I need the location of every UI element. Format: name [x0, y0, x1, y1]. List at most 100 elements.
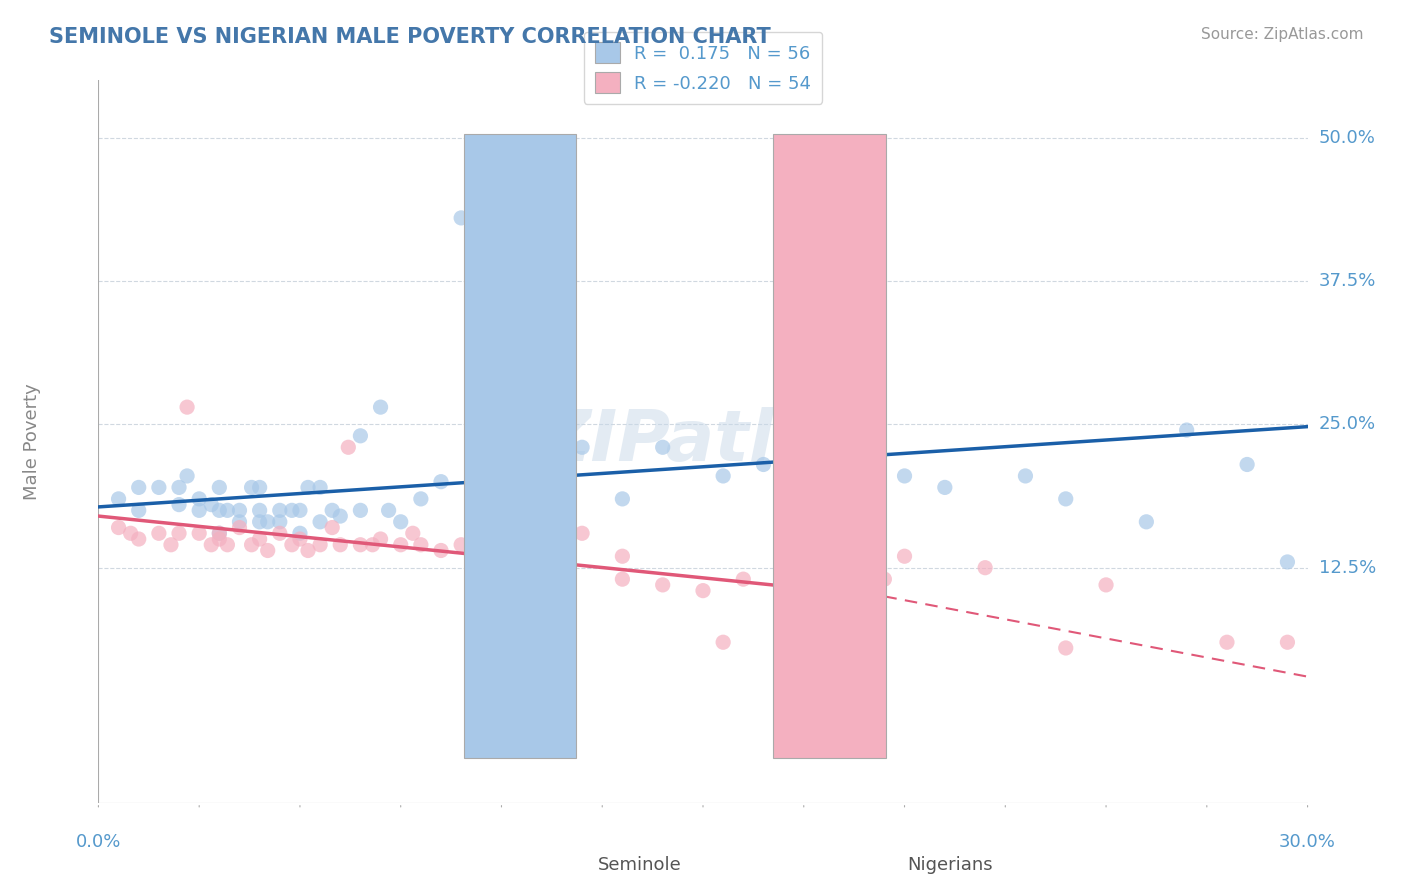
- Point: [208, 526, 231, 541]
- Point: [711, 469, 734, 483]
- Point: [470, 543, 492, 558]
- Point: [409, 491, 432, 506]
- Point: [510, 458, 533, 472]
- Text: 50.0%: 50.0%: [1319, 128, 1375, 146]
- Text: Nigerians: Nigerians: [907, 856, 993, 874]
- Point: [370, 400, 392, 414]
- Point: [148, 526, 170, 541]
- Point: [974, 560, 997, 574]
- Point: [228, 520, 250, 534]
- Point: [269, 503, 291, 517]
- Point: [934, 480, 956, 494]
- Point: [249, 515, 271, 529]
- Point: [1054, 640, 1077, 655]
- Point: [510, 543, 533, 558]
- Point: [1216, 635, 1239, 649]
- Point: [228, 515, 250, 529]
- Text: SEMINOLE VS NIGERIAN MALE POVERTY CORRELATION CHART: SEMINOLE VS NIGERIAN MALE POVERTY CORREL…: [49, 27, 770, 46]
- Point: [873, 572, 896, 586]
- Point: [349, 429, 371, 443]
- Point: [176, 469, 198, 483]
- Point: [188, 491, 211, 506]
- Legend: R =  0.175   N = 56, R = -0.220   N = 54: R = 0.175 N = 56, R = -0.220 N = 54: [583, 31, 823, 103]
- Point: [269, 526, 291, 541]
- Point: [288, 532, 311, 546]
- Point: [1054, 491, 1077, 506]
- Point: [337, 440, 360, 454]
- Text: 0.0%: 0.0%: [76, 833, 121, 851]
- Text: Seminole: Seminole: [598, 856, 682, 874]
- Point: [329, 538, 352, 552]
- Point: [208, 526, 231, 541]
- Point: [176, 400, 198, 414]
- Point: [256, 515, 278, 529]
- Point: [188, 526, 211, 541]
- Point: [188, 503, 211, 517]
- Point: [228, 503, 250, 517]
- Point: [107, 520, 129, 534]
- Point: [128, 532, 150, 546]
- Point: [651, 578, 673, 592]
- Point: [853, 640, 876, 655]
- Point: [1277, 555, 1299, 569]
- Point: [450, 538, 472, 552]
- Point: [1236, 458, 1258, 472]
- Point: [321, 520, 343, 534]
- Text: 30.0%: 30.0%: [1279, 833, 1336, 851]
- Point: [793, 583, 815, 598]
- Point: [692, 583, 714, 598]
- Point: [893, 549, 915, 564]
- Point: [217, 538, 239, 552]
- Point: [430, 543, 453, 558]
- Point: [281, 538, 304, 552]
- Point: [160, 538, 183, 552]
- Text: 37.5%: 37.5%: [1319, 272, 1376, 290]
- Point: [612, 549, 634, 564]
- Point: [402, 526, 425, 541]
- Point: [297, 480, 319, 494]
- Point: [240, 480, 263, 494]
- Point: [1135, 515, 1157, 529]
- Point: [200, 498, 222, 512]
- Point: [711, 635, 734, 649]
- Point: [200, 538, 222, 552]
- Point: [288, 526, 311, 541]
- Point: [107, 491, 129, 506]
- Text: Source: ZipAtlas.com: Source: ZipAtlas.com: [1201, 27, 1364, 42]
- Point: [1175, 423, 1198, 437]
- Point: [208, 532, 231, 546]
- Point: [167, 480, 190, 494]
- Point: [128, 503, 150, 517]
- Point: [208, 503, 231, 517]
- Point: [651, 440, 673, 454]
- Point: [551, 538, 574, 552]
- Point: [733, 572, 755, 586]
- Point: [571, 526, 593, 541]
- Point: [409, 538, 432, 552]
- Point: [612, 572, 634, 586]
- Point: [240, 538, 263, 552]
- Point: [120, 526, 142, 541]
- Point: [361, 538, 384, 552]
- Point: [309, 480, 332, 494]
- Point: [530, 480, 553, 494]
- Point: [450, 211, 472, 225]
- Point: [430, 475, 453, 489]
- Point: [208, 480, 231, 494]
- Point: [470, 491, 492, 506]
- Point: [309, 538, 332, 552]
- Point: [1095, 578, 1118, 592]
- Point: [491, 475, 513, 489]
- Point: [389, 515, 412, 529]
- Point: [217, 503, 239, 517]
- Text: 25.0%: 25.0%: [1319, 416, 1376, 434]
- Point: [370, 532, 392, 546]
- Point: [349, 503, 371, 517]
- Point: [321, 503, 343, 517]
- Point: [793, 578, 815, 592]
- Point: [128, 480, 150, 494]
- Point: [491, 538, 513, 552]
- Point: [1277, 635, 1299, 649]
- Point: [269, 515, 291, 529]
- Point: [281, 503, 304, 517]
